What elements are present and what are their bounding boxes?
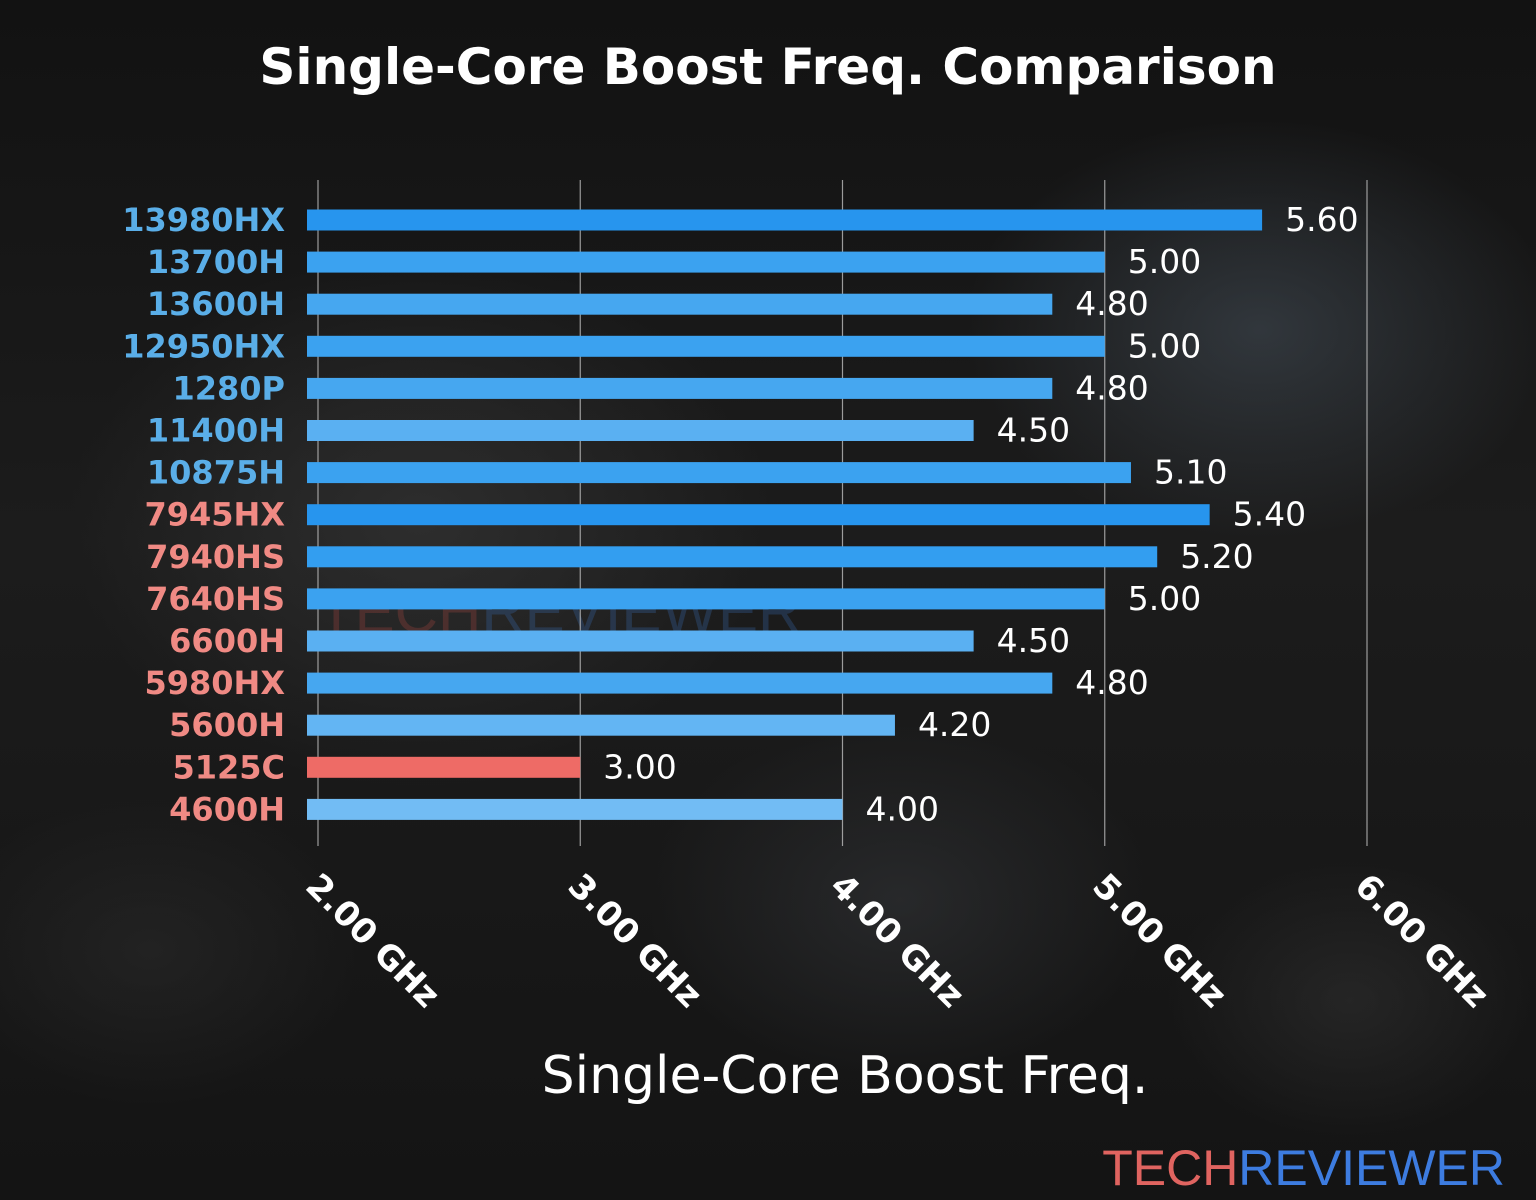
value-label: 5.00 [1128,579,1201,618]
category-label: 12950HX [122,327,285,365]
bar [307,377,1053,399]
bar [307,462,1131,484]
value-label: 4.20 [918,705,991,744]
category-label: 4600H [169,790,285,828]
category-label: 13700H [147,243,285,281]
value-label: 4.50 [997,411,1070,450]
value-label: 5.00 [1128,242,1201,281]
x-tick-label: 5.00 GHz [1084,866,1234,1016]
x-tick-label: 6.00 GHz [1347,866,1497,1016]
bar [307,588,1105,610]
value-label: 5.20 [1180,537,1253,576]
value-label: 4.80 [1075,284,1148,323]
value-label: 4.50 [997,621,1070,660]
x-tick-label: 3.00 GHz [560,866,710,1016]
value-label: 5.60 [1285,200,1358,239]
value-label: 4.00 [866,789,939,828]
bar [307,798,843,820]
x-tick-label: 4.00 GHz [822,866,972,1016]
category-label: 10875H [147,454,285,492]
value-label: 4.80 [1075,368,1148,407]
bar [307,630,974,652]
x-tick-label: 2.00 GHz [298,866,448,1016]
bar [307,293,1053,315]
bar [307,209,1263,231]
category-label: 5600H [169,706,285,744]
category-label: 5980HX [144,664,285,702]
category-label: 13980HX [122,201,285,239]
bar [307,756,581,778]
x-axis-title: Single-Core Boost Freq. [542,1046,1149,1106]
bars [307,209,1263,820]
category-label: 7945HX [144,496,285,534]
bar [307,672,1053,694]
bar [307,335,1105,357]
value-label: 5.00 [1128,326,1201,365]
bar [307,714,895,736]
x-tick-labels: 2.00 GHz 3.00 GHz 4.00 GHz 5.00 GHz 6.00 GHz [298,866,1497,1016]
category-label: 1280P [172,369,285,407]
value-label: 5.40 [1233,495,1306,534]
bar [307,546,1158,568]
category-label: 13600H [147,285,285,323]
value-label: 4.80 [1075,663,1148,702]
brand-logo: TECHREVIEWER [1102,1140,1505,1196]
bar [307,251,1105,273]
value-label: 5.10 [1154,453,1227,492]
category-labels: 13980HX 13700H 13600H 12950HX 1280P 11400H 108… [122,201,285,828]
category-label: 7640HS [146,580,285,618]
value-labels: 5.605.004.805.004.804.505.105.405.205.00… [603,200,1358,828]
category-label: 11400H [147,412,285,450]
category-label: 5125C [172,748,285,786]
category-label: 6600H [169,622,285,660]
category-label: 7940HS [146,538,285,576]
bar [307,420,974,441]
chart-title: Single-Core Boost Freq. Comparison [259,38,1276,96]
value-label: 3.00 [603,747,676,786]
bar [307,504,1210,526]
